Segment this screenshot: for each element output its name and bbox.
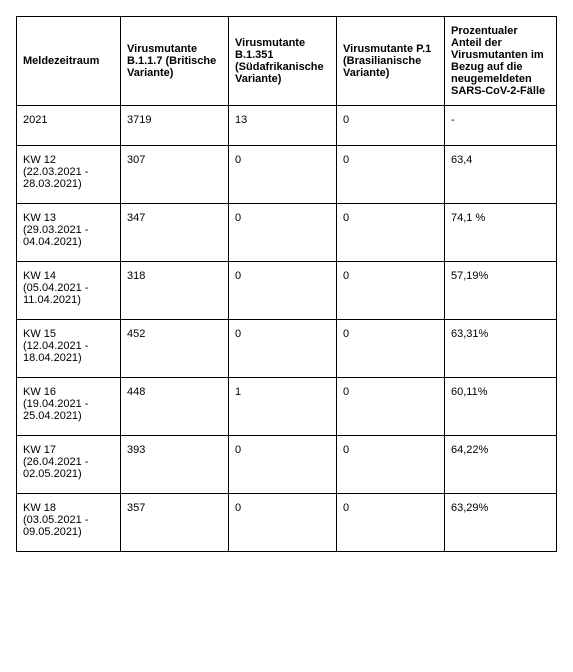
cell-period: KW 14 (05.04.2021 - 11.04.2021) [17, 262, 121, 320]
cell-period: KW 13 (29.03.2021 - 04.04.2021) [17, 204, 121, 262]
cell-percent: - [445, 106, 557, 146]
cell-p1: 0 [337, 494, 445, 552]
cell-b117: 448 [121, 378, 229, 436]
cell-b1351: 13 [229, 106, 337, 146]
cell-percent: 57,19% [445, 262, 557, 320]
header-b117: Virusmutante B.1.1.7 (Britische Variante… [121, 17, 229, 106]
cell-b1351: 0 [229, 146, 337, 204]
variants-table: Meldezeitraum Virusmutante B.1.1.7 (Brit… [16, 16, 557, 552]
table-row: KW 13 (29.03.2021 - 04.04.2021) 347 0 0 … [17, 204, 557, 262]
cell-b1351: 0 [229, 204, 337, 262]
cell-percent: 64,22% [445, 436, 557, 494]
table-header-row: Meldezeitraum Virusmutante B.1.1.7 (Brit… [17, 17, 557, 106]
header-b1351: Virusmutante B.1.351 (Südafrikanische Va… [229, 17, 337, 106]
cell-p1: 0 [337, 436, 445, 494]
cell-percent: 63,31% [445, 320, 557, 378]
cell-b117: 452 [121, 320, 229, 378]
cell-b117: 3719 [121, 106, 229, 146]
table-row: KW 18 (03.05.2021 - 09.05.2021) 357 0 0 … [17, 494, 557, 552]
cell-period: KW 17 (26.04.2021 - 02.05.2021) [17, 436, 121, 494]
cell-p1: 0 [337, 320, 445, 378]
cell-percent: 74,1 % [445, 204, 557, 262]
cell-p1: 0 [337, 106, 445, 146]
cell-period: KW 16 (19.04.2021 - 25.04.2021) [17, 378, 121, 436]
table-row: KW 15 (12.04.2021 - 18.04.2021) 452 0 0 … [17, 320, 557, 378]
table-row: 2021 3719 13 0 - [17, 106, 557, 146]
cell-b1351: 0 [229, 320, 337, 378]
cell-b1351: 1 [229, 378, 337, 436]
cell-period: 2021 [17, 106, 121, 146]
header-meldezeitraum: Meldezeitraum [17, 17, 121, 106]
cell-b1351: 0 [229, 436, 337, 494]
cell-percent: 63,29% [445, 494, 557, 552]
table-row: KW 16 (19.04.2021 - 25.04.2021) 448 1 0 … [17, 378, 557, 436]
cell-b117: 347 [121, 204, 229, 262]
cell-period: KW 15 (12.04.2021 - 18.04.2021) [17, 320, 121, 378]
cell-period: KW 12 (22.03.2021 - 28.03.2021) [17, 146, 121, 204]
table-row: KW 17 (26.04.2021 - 02.05.2021) 393 0 0 … [17, 436, 557, 494]
table-row: KW 12 (22.03.2021 - 28.03.2021) 307 0 0 … [17, 146, 557, 204]
header-p1: Virusmutante P.1 (Brasilianische Variant… [337, 17, 445, 106]
cell-b117: 307 [121, 146, 229, 204]
cell-percent: 63,4 [445, 146, 557, 204]
cell-b1351: 0 [229, 262, 337, 320]
table-row: KW 14 (05.04.2021 - 11.04.2021) 318 0 0 … [17, 262, 557, 320]
cell-p1: 0 [337, 378, 445, 436]
cell-p1: 0 [337, 262, 445, 320]
cell-percent: 60,11% [445, 378, 557, 436]
cell-p1: 0 [337, 204, 445, 262]
cell-b117: 318 [121, 262, 229, 320]
cell-b1351: 0 [229, 494, 337, 552]
cell-b117: 393 [121, 436, 229, 494]
cell-p1: 0 [337, 146, 445, 204]
cell-period: KW 18 (03.05.2021 - 09.05.2021) [17, 494, 121, 552]
cell-b117: 357 [121, 494, 229, 552]
header-percent: Prozentualer Anteil der Virusmutanten im… [445, 17, 557, 106]
